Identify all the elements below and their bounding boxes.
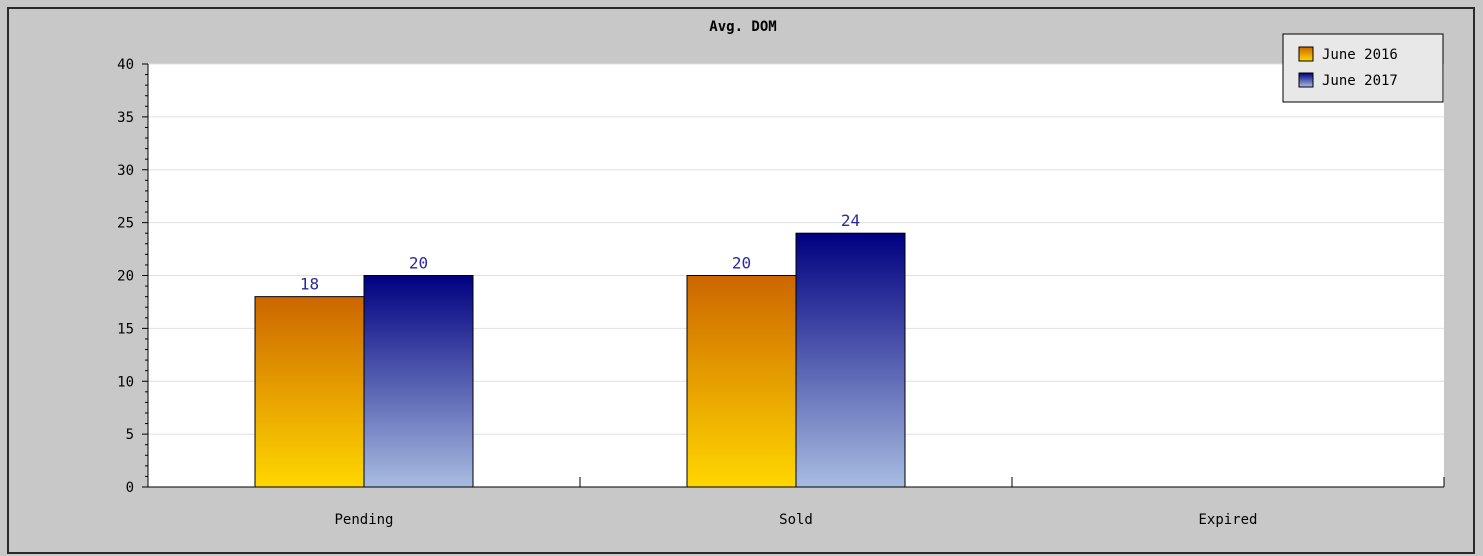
legend-box — [1282, 33, 1444, 103]
y-tick-label: 15 — [117, 321, 134, 337]
y-tick-label: 0 — [126, 480, 134, 496]
bar — [363, 275, 474, 488]
legend-label: June 2016 — [1322, 47, 1398, 63]
y-tick-label: 30 — [117, 163, 134, 179]
bar — [254, 296, 365, 488]
x-tick-label: Pending — [334, 512, 393, 528]
data-label: 20 — [409, 254, 428, 273]
legend-label: June 2017 — [1322, 73, 1398, 89]
y-tick-label: 35 — [117, 110, 134, 126]
x-tick-label: Sold — [779, 512, 813, 528]
y-tick-label: 40 — [117, 57, 134, 73]
bar — [686, 275, 797, 488]
y-tick-label: 5 — [126, 427, 134, 443]
y-tick-label: 25 — [117, 216, 134, 232]
chart-title: Avg. DOM — [709, 19, 776, 35]
legend-swatch — [1298, 72, 1314, 88]
y-tick-label: 10 — [117, 374, 134, 390]
x-tick-label: Expired — [1198, 512, 1257, 528]
labels: 0 5 10 15 20 25 30 35 40 Pending Sold Expired 18 20 20… — [117, 57, 1257, 528]
y-tick-label: 20 — [117, 269, 134, 285]
bar-chart: 0 5 10 15 20 25 30 35 40 Pending Sold Expired 18 20 20… — [117, 19, 1445, 528]
axes — [142, 63, 1445, 488]
data-label: 18 — [300, 275, 319, 294]
legend: June 2016 June 2017 — [1282, 33, 1444, 103]
bar — [795, 232, 906, 488]
bars — [254, 232, 906, 488]
chart-frame: 0 5 10 15 20 25 30 35 40 Pending Sold Expired 18 20 20… — [7, 7, 1475, 554]
legend-swatch — [1298, 46, 1314, 62]
data-label: 24 — [841, 211, 860, 230]
data-label: 20 — [732, 254, 751, 273]
